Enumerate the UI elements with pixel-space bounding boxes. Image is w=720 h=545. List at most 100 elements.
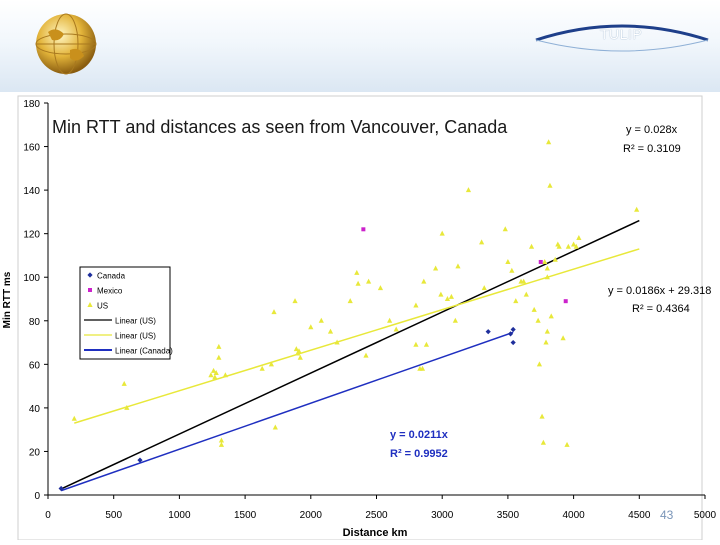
data-point bbox=[571, 241, 577, 247]
y-tick-label: 180 bbox=[23, 99, 40, 110]
data-point bbox=[433, 265, 439, 271]
data-point bbox=[540, 439, 546, 445]
data-point bbox=[413, 302, 419, 308]
data-point bbox=[485, 329, 491, 335]
data-point bbox=[355, 280, 361, 286]
slide-header: TULIP bbox=[0, 0, 720, 92]
data-point bbox=[523, 291, 529, 297]
data-point bbox=[547, 182, 553, 188]
x-tick-label: 3500 bbox=[497, 510, 520, 521]
data-point bbox=[444, 296, 451, 301]
x-tick-label: 0 bbox=[45, 510, 51, 521]
data-point bbox=[465, 187, 472, 193]
x-tick-label: 1500 bbox=[234, 510, 257, 521]
data-point bbox=[293, 346, 299, 352]
data-point bbox=[560, 335, 566, 341]
x-tick-label: 4500 bbox=[628, 510, 651, 521]
data-point bbox=[137, 457, 143, 463]
page-number: 43 bbox=[660, 508, 674, 522]
data-point bbox=[213, 370, 219, 376]
data-point bbox=[216, 343, 222, 349]
data-point bbox=[528, 243, 535, 249]
x-tick-label: 2500 bbox=[365, 510, 388, 521]
data-point bbox=[552, 256, 558, 262]
data-point bbox=[87, 272, 93, 278]
data-point bbox=[327, 328, 334, 334]
globe-icon bbox=[35, 13, 97, 75]
data-point bbox=[387, 317, 393, 323]
data-point bbox=[71, 415, 77, 421]
data-point bbox=[308, 324, 314, 330]
data-point bbox=[318, 317, 324, 323]
data-point bbox=[542, 258, 548, 264]
data-point bbox=[521, 278, 527, 284]
data-point bbox=[218, 441, 225, 447]
data-point bbox=[479, 239, 485, 245]
legend-label: Linear (US) bbox=[115, 332, 156, 341]
data-point bbox=[565, 243, 571, 249]
x-tick-label: 500 bbox=[105, 510, 122, 521]
data-point bbox=[563, 299, 568, 304]
trend-eq-blue: y = 0.0211x bbox=[390, 429, 449, 441]
data-point bbox=[531, 306, 537, 312]
data-point bbox=[292, 298, 298, 304]
data-points bbox=[58, 139, 640, 492]
data-point bbox=[222, 372, 228, 378]
legend-label: Linear (US) bbox=[115, 317, 156, 326]
x-tick-label: 5000 bbox=[694, 510, 717, 521]
y-tick-label: 60 bbox=[29, 360, 41, 371]
data-point bbox=[573, 243, 579, 249]
data-point bbox=[634, 206, 640, 212]
data-point bbox=[548, 313, 554, 319]
data-point bbox=[505, 258, 511, 264]
legend-label: Canada bbox=[97, 272, 126, 281]
data-point bbox=[556, 243, 562, 249]
trend-r2-black: R² = 0.3109 bbox=[623, 143, 681, 155]
data-point bbox=[393, 326, 399, 332]
trendline bbox=[60, 219, 640, 490]
data-point bbox=[513, 298, 519, 304]
data-point bbox=[502, 226, 508, 232]
data-point bbox=[507, 331, 514, 337]
x-axis-label: Distance km bbox=[343, 527, 408, 539]
data-point bbox=[544, 328, 550, 334]
y-tick-label: 20 bbox=[29, 447, 41, 458]
y-axis-label: Min RTT ms bbox=[2, 271, 13, 328]
x-tick-label: 1000 bbox=[168, 510, 191, 521]
legend-box bbox=[79, 266, 171, 360]
axis-ticks: 0 500 1000 1500 2000 2500 3000 3500 4000 4500 5000… bbox=[23, 99, 716, 521]
chart-frame: 0 500 1000 1500 2000 2500 3000 3500 4000 4500 5000… bbox=[0, 92, 720, 541]
data-point bbox=[439, 230, 445, 236]
data-point bbox=[366, 278, 372, 284]
data-point bbox=[361, 227, 366, 232]
data-point bbox=[218, 437, 225, 443]
data-point bbox=[419, 365, 426, 371]
data-point bbox=[448, 293, 454, 299]
brand-label: TULIP bbox=[600, 26, 643, 42]
data-point bbox=[121, 380, 127, 386]
data-point bbox=[423, 341, 430, 347]
legend: Canada Mexico US Linear (US) Linear (US) Line… bbox=[79, 266, 173, 360]
data-point bbox=[297, 354, 303, 360]
data-point bbox=[510, 326, 516, 333]
data-point bbox=[539, 413, 545, 419]
data-point bbox=[363, 352, 369, 358]
trendlines bbox=[60, 219, 640, 492]
y-tick-label: 160 bbox=[23, 143, 40, 154]
data-point bbox=[272, 424, 278, 430]
y-tick-label: 140 bbox=[23, 186, 40, 197]
legend-label: Linear (Canada) bbox=[115, 347, 173, 356]
data-point bbox=[87, 302, 93, 307]
y-tick-label: 120 bbox=[23, 230, 40, 241]
data-point bbox=[421, 278, 427, 284]
data-point bbox=[438, 291, 444, 297]
legend-label: US bbox=[97, 302, 108, 311]
data-point bbox=[347, 298, 353, 304]
data-point bbox=[564, 441, 570, 447]
data-point bbox=[510, 339, 516, 346]
data-point bbox=[452, 317, 458, 323]
data-point bbox=[354, 269, 360, 275]
data-point bbox=[377, 285, 384, 291]
data-point bbox=[212, 374, 218, 380]
trend-r2-yellow: R² = 0.4364 bbox=[632, 303, 690, 315]
